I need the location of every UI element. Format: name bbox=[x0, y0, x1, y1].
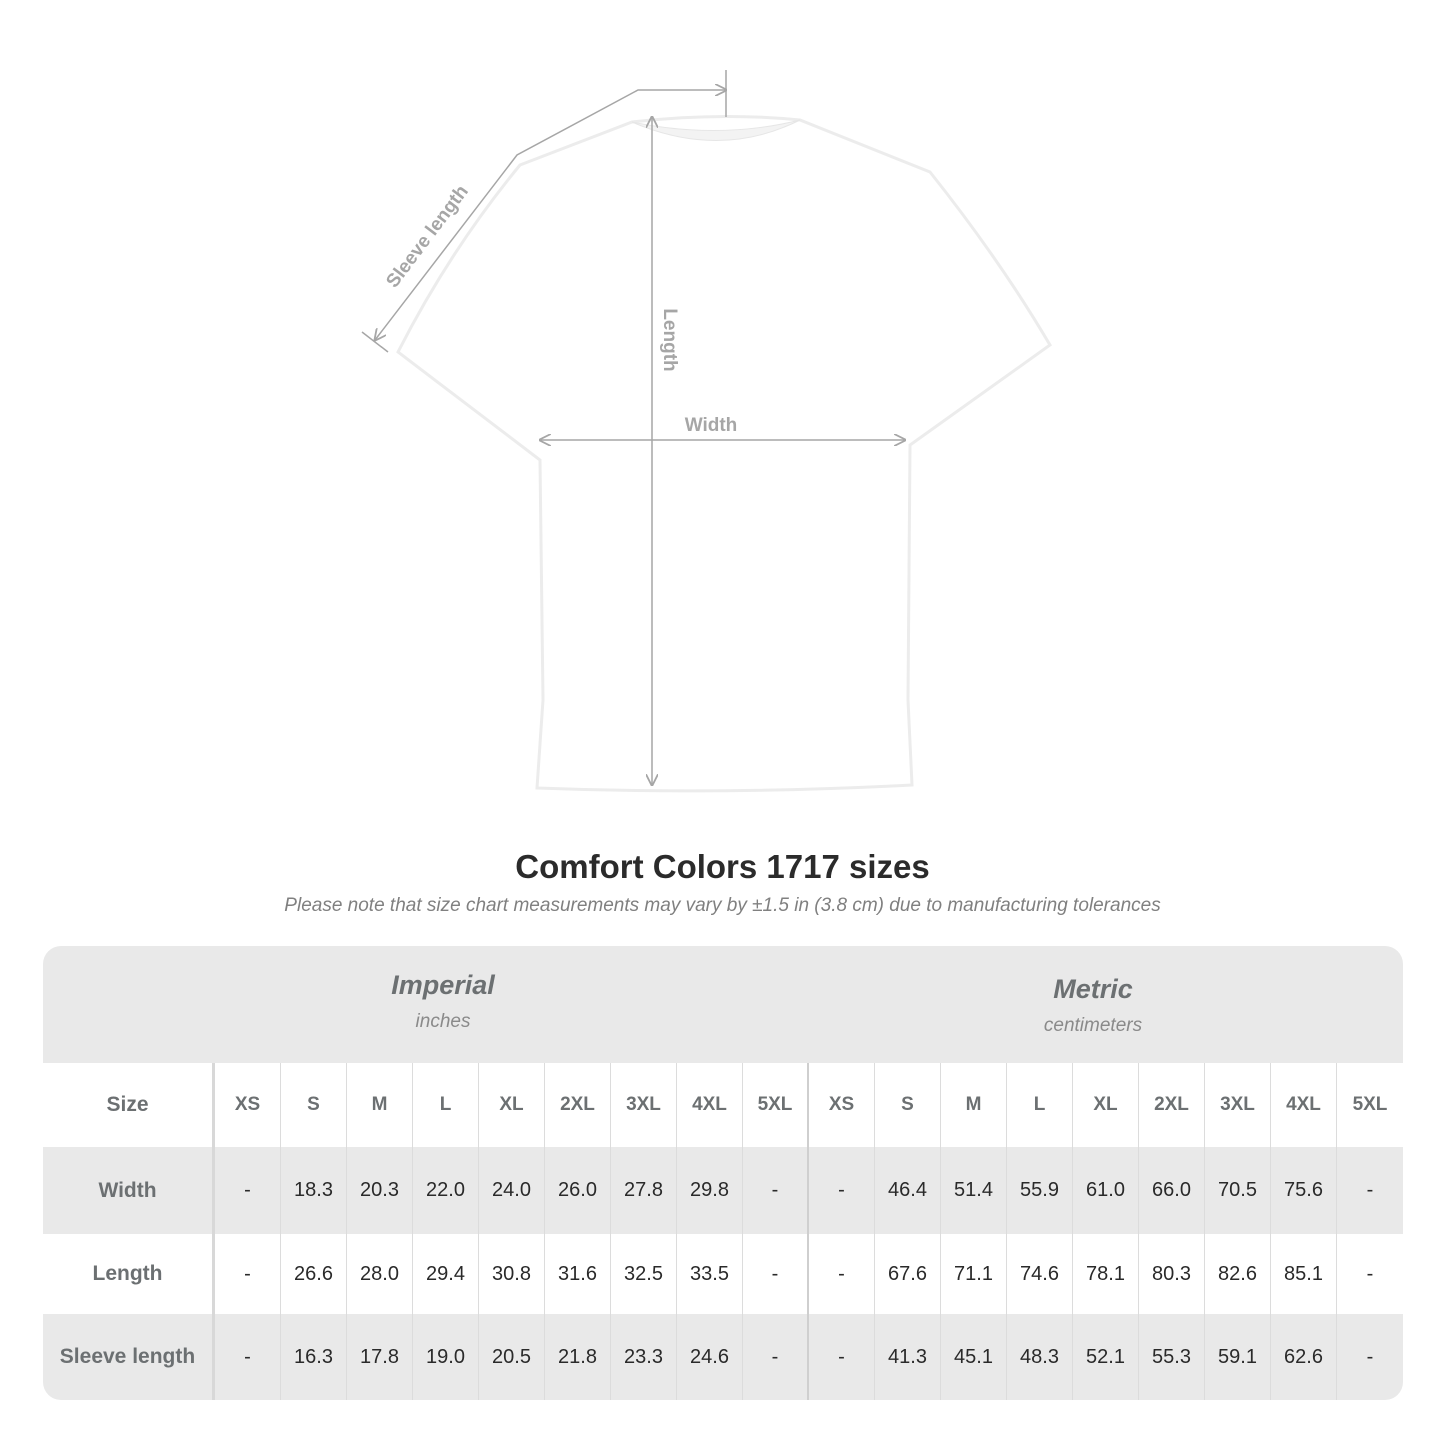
table-cell: 62.6 bbox=[1271, 1314, 1337, 1400]
size-header-cell: XL bbox=[1073, 1063, 1139, 1147]
table-cell: - bbox=[743, 1147, 809, 1234]
table-cell: 45.1 bbox=[941, 1314, 1007, 1400]
table-row: Length -26.6 28.0 29.4 30.8 31.6 32.5 33.5- -67.… bbox=[43, 1234, 1403, 1314]
size-table: Imperial inches Metric centimeters Size X… bbox=[43, 946, 1403, 1400]
width-label: Width bbox=[685, 415, 738, 436]
size-header-row: Size XS S M L XL 2XL 3XL 4XL 5XL XS S M L XL 2XL 3XL 4XL 5… bbox=[43, 1063, 1403, 1147]
size-header-cell: M bbox=[941, 1063, 1007, 1147]
size-header-cell: 3XL bbox=[1205, 1063, 1271, 1147]
metric-title: Metric bbox=[1053, 974, 1133, 1004]
table-cell: 31.6 bbox=[545, 1234, 611, 1314]
table-cell: 55.9 bbox=[1007, 1147, 1073, 1234]
size-header-cell: XS bbox=[809, 1063, 875, 1147]
sleeve-arrow bbox=[375, 90, 726, 340]
row-label: Size bbox=[43, 1063, 215, 1147]
table-cell: - bbox=[743, 1234, 809, 1314]
size-header-cell: M bbox=[347, 1063, 413, 1147]
tolerance-note: Please note that size chart measurements… bbox=[284, 895, 1161, 916]
table-cell: 67.6 bbox=[875, 1234, 941, 1314]
size-header-cell: 5XL bbox=[1352, 1094, 1388, 1115]
table-cell: 74.6 bbox=[1007, 1234, 1073, 1314]
table-cell: 48.3 bbox=[1007, 1314, 1073, 1400]
size-header-cell: L bbox=[413, 1063, 479, 1147]
table-cell: 78.1 bbox=[1073, 1234, 1139, 1314]
table-cell: - bbox=[215, 1314, 281, 1400]
table-cell: 20.5 bbox=[479, 1314, 545, 1400]
table-cell: 20.3 bbox=[347, 1147, 413, 1234]
size-header-cell: 4XL bbox=[677, 1063, 743, 1147]
table-cell: 51.4 bbox=[941, 1147, 1007, 1234]
table-cell: 24.0 bbox=[479, 1147, 545, 1234]
system-header bbox=[43, 946, 1403, 1063]
table-cell: 70.5 bbox=[1205, 1147, 1271, 1234]
page-title: Comfort Colors 1717 sizes bbox=[515, 848, 930, 885]
table-cell: 59.1 bbox=[1205, 1314, 1271, 1400]
row-label: Sleeve length bbox=[43, 1314, 215, 1400]
table-cell: 29.4 bbox=[413, 1234, 479, 1314]
table-row: Width -18.3 20.3 22.0 24.0 26.0 27.8 29.8- -46.4… bbox=[43, 1147, 1403, 1234]
size-header-cell: 5XL bbox=[743, 1063, 809, 1147]
table-cell: 61.0 bbox=[1073, 1147, 1139, 1234]
size-header-cell: 3XL bbox=[611, 1063, 677, 1147]
table-cell: - bbox=[215, 1234, 281, 1314]
table-cell: 66.0 bbox=[1139, 1147, 1205, 1234]
table-cell: 26.6 bbox=[281, 1234, 347, 1314]
row-label: Length bbox=[43, 1234, 215, 1314]
table-row: Sleeve length -16.3 17.8 19.0 20.5 21.8 23.3 24… bbox=[43, 1314, 1403, 1400]
table-cell: - bbox=[743, 1314, 809, 1400]
table-cell: 29.8 bbox=[677, 1147, 743, 1234]
imperial-title: Imperial bbox=[391, 970, 495, 1000]
table-cell: 23.3 bbox=[611, 1314, 677, 1400]
imperial-header: Imperial inches bbox=[215, 946, 671, 1063]
table-cell: 16.3 bbox=[281, 1314, 347, 1400]
size-header-cell: L bbox=[1007, 1063, 1073, 1147]
metric-header: Metric centimeters bbox=[809, 946, 1377, 1063]
table-cell: 30.8 bbox=[479, 1234, 545, 1314]
table-cell: 18.3 bbox=[281, 1147, 347, 1234]
row-label: Width bbox=[43, 1147, 215, 1234]
size-header-cell: 2XL bbox=[1139, 1063, 1205, 1147]
tshirt-shape bbox=[396, 114, 1052, 793]
table-cell: 41.3 bbox=[875, 1314, 941, 1400]
table-cell: - bbox=[1366, 1345, 1374, 1368]
table-cell: 17.8 bbox=[347, 1314, 413, 1400]
size-header-cell: 4XL bbox=[1271, 1063, 1337, 1147]
table-cell: 85.1 bbox=[1271, 1234, 1337, 1314]
table-cell: 22.0 bbox=[413, 1147, 479, 1234]
table-cell: - bbox=[809, 1234, 875, 1314]
size-header-cell: 2XL bbox=[545, 1063, 611, 1147]
size-header-cell: S bbox=[281, 1063, 347, 1147]
table-cell: 80.3 bbox=[1139, 1234, 1205, 1314]
table-cell: 55.3 bbox=[1139, 1314, 1205, 1400]
imperial-unit: inches bbox=[415, 1011, 471, 1032]
table-cell: 33.5 bbox=[677, 1234, 743, 1314]
metric-unit: centimeters bbox=[1043, 1015, 1143, 1036]
table-cell: 28.0 bbox=[347, 1234, 413, 1314]
table-cell: 19.0 bbox=[413, 1314, 479, 1400]
table-cell: 46.4 bbox=[875, 1147, 941, 1234]
table-cell: 32.5 bbox=[611, 1234, 677, 1314]
table-cell: 75.6 bbox=[1271, 1147, 1337, 1234]
size-header-cell: S bbox=[875, 1063, 941, 1147]
table-cell: 26.0 bbox=[545, 1147, 611, 1234]
table-cell: - bbox=[1366, 1179, 1374, 1201]
table-cell: 71.1 bbox=[941, 1234, 1007, 1314]
size-header-cell: XS bbox=[215, 1063, 281, 1147]
table-cell: 27.8 bbox=[611, 1147, 677, 1234]
table-cell: 24.6 bbox=[677, 1314, 743, 1400]
table-cell: - bbox=[1366, 1262, 1374, 1285]
tshirt-diagram: Sleeve length Length Width bbox=[361, 70, 1052, 793]
table-cell: 82.6 bbox=[1205, 1234, 1271, 1314]
table-cell: - bbox=[215, 1147, 281, 1234]
table-cell: - bbox=[809, 1147, 875, 1234]
size-header-cell: XL bbox=[479, 1063, 545, 1147]
length-label: Length bbox=[659, 308, 680, 371]
table-cell: 21.8 bbox=[545, 1314, 611, 1400]
table-cell: - bbox=[809, 1314, 875, 1400]
table-cell: 52.1 bbox=[1073, 1314, 1139, 1400]
